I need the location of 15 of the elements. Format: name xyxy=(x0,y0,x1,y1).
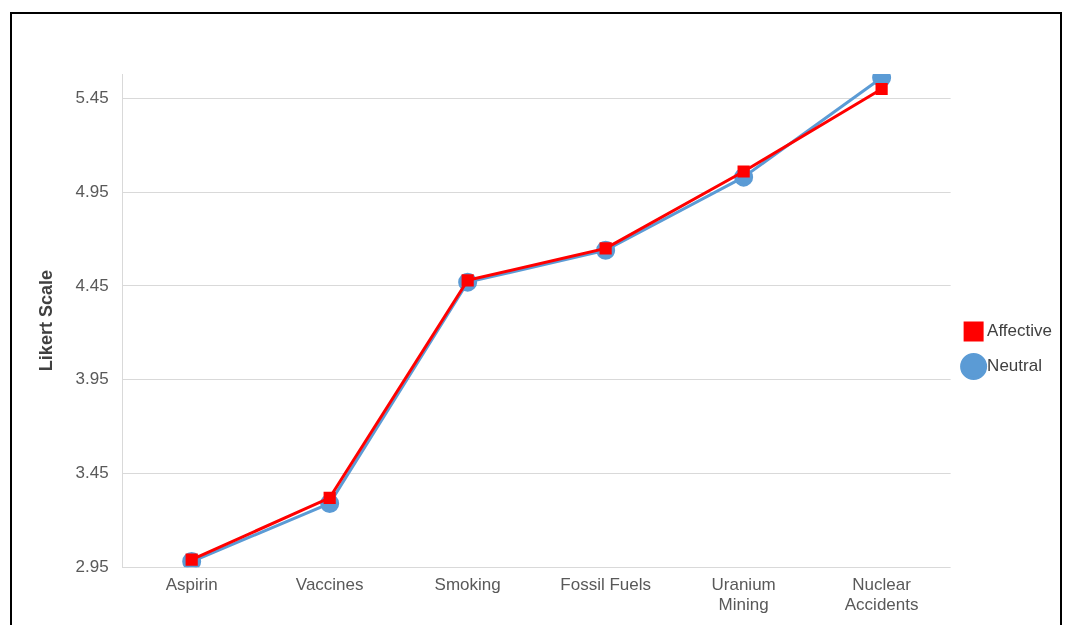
x-tick-label: Aspirin xyxy=(165,575,218,595)
y-tick-label: 3.45 xyxy=(75,463,109,483)
y-tick-label: 5.45 xyxy=(75,88,109,108)
x-tick-label: Fossil Fuels xyxy=(560,575,651,595)
y-tick-label: 3.95 xyxy=(75,369,109,389)
y-axis-title: Likert Scale xyxy=(35,270,56,372)
y-tick-label: 4.45 xyxy=(75,275,109,295)
y-tick-label: 2.95 xyxy=(75,556,109,576)
x-tick-label: Smoking xyxy=(434,575,501,595)
x-tick-label: Nuclear Accidents xyxy=(844,575,919,615)
legend-label: Affective xyxy=(987,321,1052,341)
legend-label: Neutral xyxy=(987,356,1042,376)
y-tick-label: 4.95 xyxy=(75,181,109,201)
x-tick-label: Vaccines xyxy=(295,575,364,595)
x-tick-label: Uranium Mining xyxy=(711,575,776,615)
